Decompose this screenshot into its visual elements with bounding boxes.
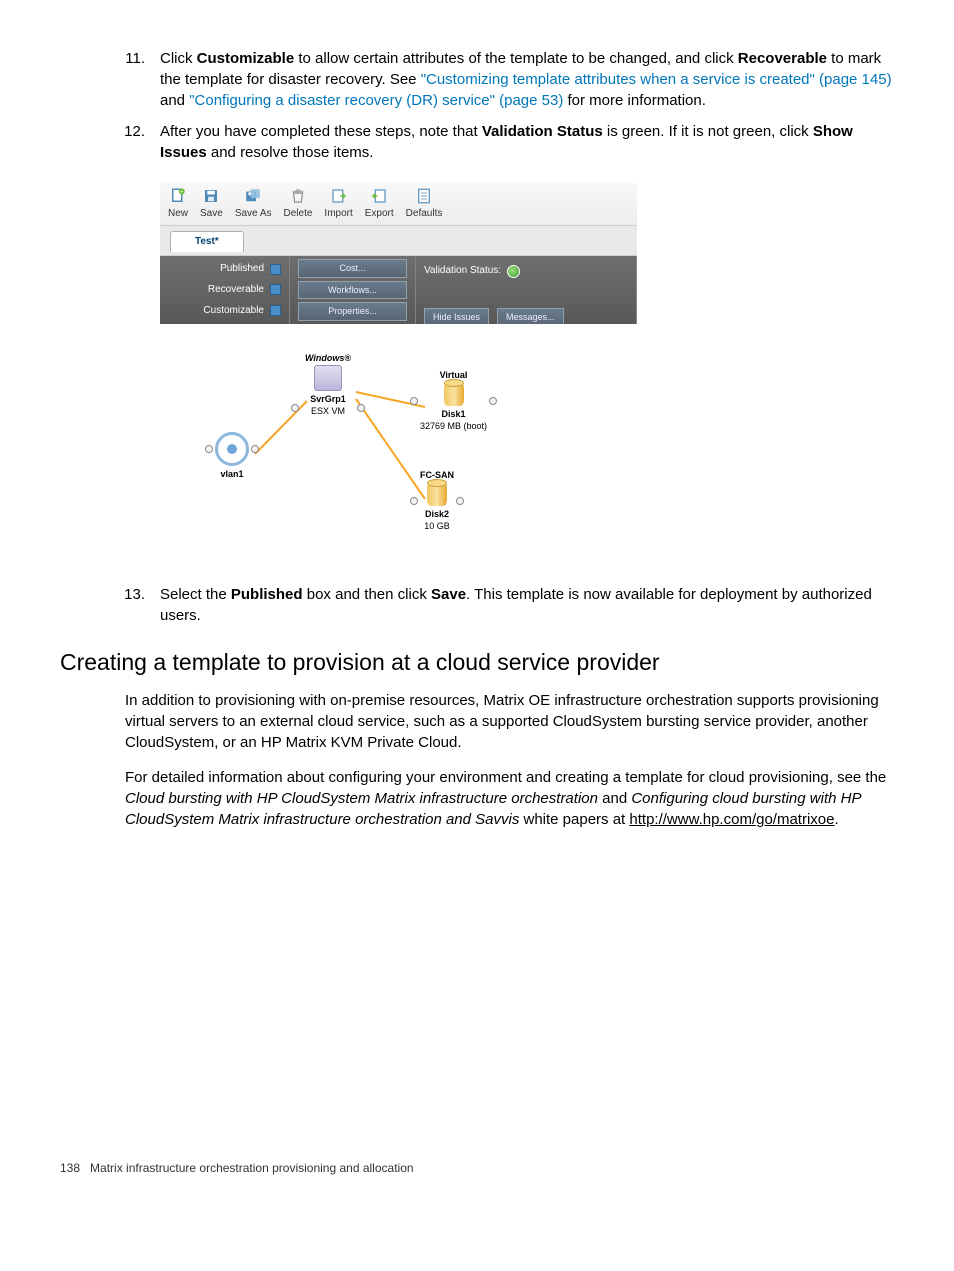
step-text: After you have completed these steps, no… xyxy=(160,123,853,161)
cb-recoverable[interactable]: Recoverable xyxy=(168,281,281,299)
node-handle[interactable] xyxy=(456,497,464,505)
section-heading: Creating a template to provision at a cl… xyxy=(60,646,894,678)
server-node[interactable]: Windows® SvrGrp1 ESX VM xyxy=(305,352,351,418)
step-number: 13. xyxy=(115,584,145,605)
disk1-node[interactable]: Virtual Disk1 32769 MB (boot) xyxy=(420,369,487,433)
app-screenshot: +New Save Save As Delete Import Export Default… xyxy=(160,183,637,554)
link-dr[interactable]: "Configuring a disaster recovery (DR) se… xyxy=(189,92,563,109)
page-footer: 138 Matrix infrastructure orchestration … xyxy=(60,1160,894,1177)
cost-button[interactable]: Cost... xyxy=(298,259,407,278)
node-handle[interactable] xyxy=(291,404,299,412)
paragraph-1: In addition to provisioning with on-prem… xyxy=(125,690,894,753)
toolbar-save-button[interactable]: Save xyxy=(200,187,223,221)
tab-test[interactable]: Test* xyxy=(170,231,244,252)
design-canvas[interactable]: Windows® SvrGrp1 ESX VM vlan1 Virtual Di… xyxy=(160,324,637,554)
checkbox-icon xyxy=(270,305,281,316)
toolbar-defaults-button[interactable]: Defaults xyxy=(406,187,443,221)
checkbox-icon xyxy=(270,284,281,295)
svg-text:+: + xyxy=(180,190,184,196)
step-number: 11. xyxy=(115,48,145,69)
node-handle[interactable] xyxy=(205,445,213,453)
import-icon xyxy=(329,187,349,205)
server-icon xyxy=(314,365,342,391)
delete-icon xyxy=(288,187,308,205)
node-handle[interactable] xyxy=(357,404,365,412)
vlan-icon xyxy=(215,432,249,466)
node-handle[interactable] xyxy=(410,397,418,405)
toolbar-export-button[interactable]: Export xyxy=(365,187,394,221)
disk2-node[interactable]: FC-SAN Disk2 10 GB xyxy=(420,469,454,533)
export-icon xyxy=(369,187,389,205)
cb-published[interactable]: Published xyxy=(168,260,281,278)
step-number: 12. xyxy=(115,121,145,142)
page-number: 138 xyxy=(60,1161,80,1175)
toolbar-new-button[interactable]: +New xyxy=(168,187,188,221)
step-text: Click Customizable to allow certain attr… xyxy=(160,50,892,109)
disk-icon xyxy=(427,482,447,506)
saveas-icon xyxy=(243,187,263,205)
validation-column: Validation Status: Hide Issues Messages.… xyxy=(416,256,637,324)
toolbar-import-button[interactable]: Import xyxy=(324,187,352,221)
footer-title: Matrix infrastructure orchestration prov… xyxy=(90,1161,414,1175)
workflows-button[interactable]: Workflows... xyxy=(298,281,407,300)
defaults-icon xyxy=(414,187,434,205)
step-13: 13. Select the Published box and then cl… xyxy=(115,584,894,626)
status-ok-icon xyxy=(507,265,520,278)
disk-icon xyxy=(444,382,464,406)
checkbox-icon xyxy=(270,264,281,275)
save-icon xyxy=(201,187,221,205)
toolbar: +New Save Save As Delete Import Export Default… xyxy=(160,183,637,226)
node-handle[interactable] xyxy=(251,445,259,453)
button-column: Cost... Workflows... Properties... xyxy=(290,256,416,324)
node-handle[interactable] xyxy=(489,397,497,405)
toolbar-save-as-button[interactable]: Save As xyxy=(235,187,272,221)
step-list-2: 13. Select the Published box and then cl… xyxy=(115,584,894,626)
step-list: 11. Click Customizable to allow certain … xyxy=(115,48,894,163)
vlan-node[interactable]: vlan1 xyxy=(215,432,249,481)
validation-status: Validation Status: xyxy=(424,264,520,278)
property-bar: Published Recoverable Customizable Cost.… xyxy=(160,256,637,324)
checkbox-column: Published Recoverable Customizable xyxy=(160,256,290,324)
step-12: 12. After you have completed these steps… xyxy=(115,121,894,163)
paragraph-2: For detailed information about configuri… xyxy=(125,767,894,830)
tab-row: Test* xyxy=(160,226,637,256)
step-11: 11. Click Customizable to allow certain … xyxy=(115,48,894,111)
matrixoe-link[interactable]: http://www.hp.com/go/matrixoe xyxy=(629,811,834,828)
new-icon: + xyxy=(168,187,188,205)
toolbar-delete-button[interactable]: Delete xyxy=(284,187,313,221)
node-handle[interactable] xyxy=(410,497,418,505)
link-customizing[interactable]: "Customizing template attributes when a … xyxy=(421,71,892,88)
cb-customizable[interactable]: Customizable xyxy=(168,302,281,320)
properties-button[interactable]: Properties... xyxy=(298,302,407,321)
step-text: Select the Published box and then click … xyxy=(160,586,872,624)
